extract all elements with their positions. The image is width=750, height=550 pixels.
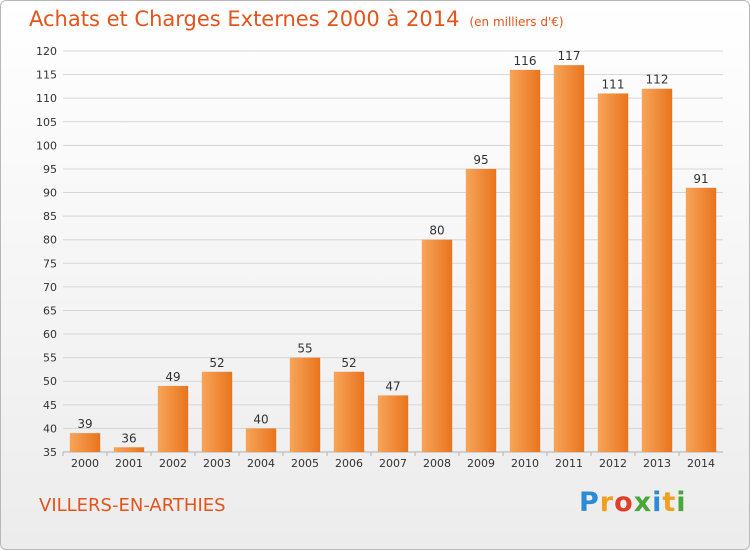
y-tick-label: 40 xyxy=(43,422,57,435)
x-tick-label: 2007 xyxy=(379,457,407,470)
bar xyxy=(553,65,585,452)
bar xyxy=(113,447,145,452)
x-tick-label: 2000 xyxy=(71,457,99,470)
logo-letter: r xyxy=(599,487,615,518)
logo-letter: i xyxy=(652,487,663,518)
y-tick-label: 110 xyxy=(36,92,57,105)
logo-letter: i xyxy=(676,487,687,518)
bar-value-label: 111 xyxy=(602,77,625,91)
x-axis-ticks: 2000 2001 2002 2003 2004 2005 2006 2007 2008 2009… xyxy=(62,452,715,470)
logo-letter: x xyxy=(633,487,653,518)
y-axis-ticks: 35 40 45 50 55 60 65 70 75 80 85 90 95 100 105 110 115 12… xyxy=(36,45,57,459)
bar-value-label: 112 xyxy=(646,73,669,87)
bar-value-label: 52 xyxy=(209,356,224,370)
title-text: Achats et Charges Externes 2000 à 2014 xyxy=(29,7,460,31)
y-tick-label: 85 xyxy=(43,210,57,223)
bar xyxy=(333,371,365,452)
y-tick-label: 80 xyxy=(43,234,57,247)
bar xyxy=(641,88,673,452)
bar xyxy=(377,395,409,452)
bar-value-label: 117 xyxy=(558,49,581,63)
x-tick-label: 2005 xyxy=(291,457,319,470)
y-tick-label: 65 xyxy=(43,304,57,317)
commune-name: VILLERS-EN-ARTHIES xyxy=(39,495,226,516)
y-tick-label: 50 xyxy=(43,375,57,388)
logo-letter: P xyxy=(579,487,600,518)
chart-title: Achats et Charges Externes 2000 à 2014 (e… xyxy=(29,7,564,31)
x-tick-label: 2003 xyxy=(203,457,231,470)
bar xyxy=(157,385,189,452)
x-tick-label: 2008 xyxy=(423,457,451,470)
bar-value-label: 49 xyxy=(165,370,180,384)
bar-value-label: 52 xyxy=(341,356,356,370)
bar xyxy=(685,187,717,452)
bar-value-label: 47 xyxy=(385,379,400,393)
bar xyxy=(465,168,497,453)
x-tick-label: 2012 xyxy=(599,457,627,470)
x-tick-label: 2013 xyxy=(643,457,671,470)
bar xyxy=(289,357,321,452)
y-tick-label: 35 xyxy=(43,446,57,459)
y-tick-label: 120 xyxy=(36,45,57,58)
y-tick-label: 90 xyxy=(43,187,57,200)
bar-value-label: 55 xyxy=(297,342,312,356)
logo-letter: o xyxy=(614,487,634,518)
x-tick-label: 2001 xyxy=(115,457,143,470)
x-tick-label: 2004 xyxy=(247,457,275,470)
bar xyxy=(421,239,453,452)
y-tick-label: 70 xyxy=(43,281,57,294)
y-tick-label: 60 xyxy=(43,328,57,341)
bars xyxy=(69,65,717,453)
x-tick-label: 2009 xyxy=(467,457,495,470)
bar xyxy=(509,69,541,452)
proxiti-logo: Proxiti xyxy=(579,487,687,518)
x-tick-label: 2002 xyxy=(159,457,187,470)
bar xyxy=(69,433,101,452)
y-tick-label: 75 xyxy=(43,257,57,270)
bar-value-label: 95 xyxy=(473,153,488,167)
y-tick-label: 45 xyxy=(43,399,57,412)
bar-value-label: 40 xyxy=(253,412,268,426)
y-tick-label: 105 xyxy=(36,116,57,129)
bar xyxy=(201,371,233,452)
x-tick-label: 2010 xyxy=(511,457,539,470)
x-tick-label: 2011 xyxy=(555,457,583,470)
bar-value-label: 36 xyxy=(121,431,136,445)
y-tick-label: 100 xyxy=(36,139,57,152)
bar-value-label: 91 xyxy=(693,172,708,186)
bar xyxy=(597,93,629,452)
y-tick-label: 115 xyxy=(36,69,57,82)
data-labels: 39 36 49 52 40 55 52 47 80 95 116 117 111 112 91 xyxy=(77,49,708,445)
y-tick-label: 95 xyxy=(43,163,57,176)
bar-value-label: 80 xyxy=(429,224,444,238)
chart-subtitle: (en milliers d'€) xyxy=(469,15,564,29)
bar xyxy=(245,428,277,452)
x-tick-label: 2006 xyxy=(335,457,363,470)
y-tick-label: 55 xyxy=(43,352,57,365)
bar-value-label: 116 xyxy=(514,54,537,68)
x-tick-label: 2014 xyxy=(687,457,715,470)
bar-value-label: 39 xyxy=(77,417,92,431)
logo-letter: t xyxy=(662,487,677,518)
